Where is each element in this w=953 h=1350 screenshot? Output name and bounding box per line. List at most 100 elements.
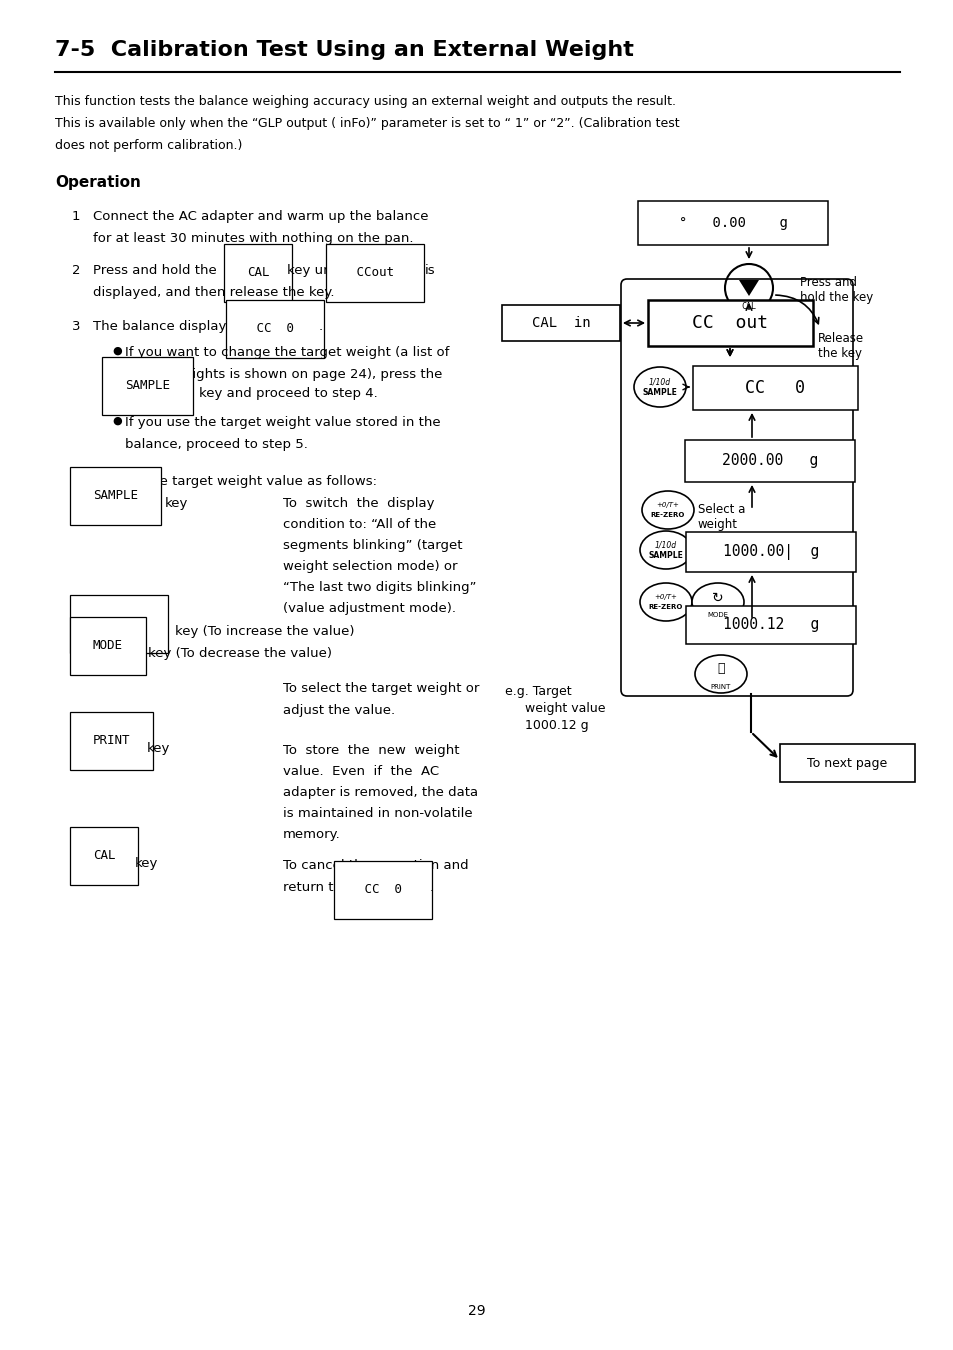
- Text: 1: 1: [71, 211, 80, 223]
- Text: CAL: CAL: [740, 302, 756, 311]
- Polygon shape: [739, 279, 759, 296]
- Text: If you want to change the target weight (a list of: If you want to change the target weight …: [125, 346, 449, 359]
- Text: Connect the AC adapter and warm up the balance: Connect the AC adapter and warm up the b…: [92, 211, 428, 223]
- Text: condition to: “All of the: condition to: “All of the: [283, 518, 436, 531]
- Ellipse shape: [695, 655, 746, 693]
- Text: CAL  in: CAL in: [531, 316, 590, 329]
- Text: key (To increase the value): key (To increase the value): [174, 625, 355, 639]
- Text: weight: weight: [698, 518, 738, 531]
- Text: weight selection mode) or: weight selection mode) or: [283, 560, 457, 572]
- Text: key (To decrease the value): key (To decrease the value): [148, 647, 332, 660]
- Text: usable weights is shown on page 24), press the: usable weights is shown on page 24), pre…: [125, 369, 442, 381]
- Text: RE-ZERO: RE-ZERO: [648, 605, 682, 610]
- Text: Press and hold the: Press and hold the: [92, 265, 216, 277]
- Text: PRINT: PRINT: [710, 684, 730, 690]
- Text: 1000.12   g: 1000.12 g: [722, 617, 819, 633]
- Text: 1000.12 g: 1000.12 g: [504, 720, 588, 732]
- Text: value.  Even  if  the  AC: value. Even if the AC: [283, 765, 438, 778]
- Ellipse shape: [639, 583, 691, 621]
- Ellipse shape: [639, 531, 691, 568]
- Ellipse shape: [634, 367, 685, 406]
- Text: weight value: weight value: [504, 702, 605, 716]
- Text: .: .: [430, 882, 434, 894]
- Text: If you use the target weight value stored in the: If you use the target weight value store…: [125, 416, 440, 429]
- Text: 7-5  Calibration Test Using an External Weight: 7-5 Calibration Test Using an External W…: [55, 40, 633, 59]
- Text: MODE: MODE: [92, 639, 123, 652]
- Text: The balance displays: The balance displays: [92, 320, 233, 333]
- Text: To cancel the operation and: To cancel the operation and: [283, 859, 468, 872]
- Text: MODE: MODE: [707, 612, 728, 618]
- FancyBboxPatch shape: [638, 201, 827, 244]
- FancyBboxPatch shape: [501, 305, 619, 342]
- Text: To next page: To next page: [806, 756, 886, 770]
- Text: return to: return to: [283, 882, 341, 894]
- Text: SAMPLE: SAMPLE: [648, 551, 682, 560]
- Text: hold the key: hold the key: [800, 292, 872, 304]
- Text: 1/10d: 1/10d: [648, 378, 670, 386]
- Ellipse shape: [691, 583, 743, 621]
- Circle shape: [724, 265, 772, 312]
- FancyBboxPatch shape: [647, 300, 812, 346]
- Text: CC  out: CC out: [691, 315, 767, 332]
- FancyBboxPatch shape: [780, 744, 914, 782]
- Text: PRINT: PRINT: [92, 734, 131, 747]
- FancyBboxPatch shape: [685, 532, 855, 572]
- Text: Select a: Select a: [698, 504, 744, 516]
- Text: does not perform calibration.): does not perform calibration.): [55, 139, 242, 153]
- Text: .: .: [318, 320, 323, 333]
- Text: is: is: [424, 265, 436, 277]
- Text: CCout: CCout: [349, 266, 401, 279]
- Text: RE-ZERO: RE-ZERO: [650, 512, 684, 518]
- Text: This is available only when the “GLP output ( inFo)” parameter is set to “ 1” or: This is available only when the “GLP out…: [55, 117, 679, 130]
- Text: CC   0: CC 0: [744, 379, 804, 397]
- Text: CAL: CAL: [92, 849, 115, 863]
- Text: To  switch  the  display: To switch the display: [283, 497, 434, 510]
- Text: °   0.00    g: ° 0.00 g: [678, 216, 786, 230]
- Text: +0/T+: +0/T+: [656, 502, 679, 508]
- Text: e.g. Target: e.g. Target: [504, 684, 571, 698]
- Text: Specify the target weight value as follows:: Specify the target weight value as follo…: [92, 475, 376, 487]
- Text: the key: the key: [817, 347, 862, 360]
- Text: Release: Release: [817, 332, 863, 346]
- Text: CC  0: CC 0: [249, 323, 301, 335]
- Text: RE-ZERO: RE-ZERO: [92, 617, 146, 630]
- Text: +0/T+: +0/T+: [654, 594, 677, 601]
- Text: ●: ●: [112, 346, 122, 356]
- FancyBboxPatch shape: [692, 366, 857, 410]
- Text: adjust the value.: adjust the value.: [283, 703, 395, 717]
- Text: key: key: [165, 497, 188, 510]
- FancyBboxPatch shape: [684, 440, 854, 482]
- Text: 3: 3: [71, 320, 80, 333]
- Text: SAMPLE: SAMPLE: [125, 379, 170, 391]
- Text: memory.: memory.: [283, 828, 340, 841]
- Text: displayed, and then release the key.: displayed, and then release the key.: [92, 286, 335, 298]
- Text: for at least 30 minutes with nothing on the pan.: for at least 30 minutes with nothing on …: [92, 232, 413, 244]
- Ellipse shape: [641, 491, 693, 529]
- Text: key until: key until: [287, 265, 344, 277]
- Text: ⎙: ⎙: [717, 663, 724, 675]
- Text: 2: 2: [71, 265, 80, 277]
- Text: 1000.00|  g: 1000.00| g: [722, 544, 819, 560]
- Text: balance, proceed to step 5.: balance, proceed to step 5.: [125, 437, 308, 451]
- Text: To select the target weight or: To select the target weight or: [283, 682, 478, 695]
- Text: This function tests the balance weighing accuracy using an external weight and o: This function tests the balance weighing…: [55, 95, 676, 108]
- Text: SAMPLE: SAMPLE: [92, 489, 138, 502]
- Text: adapter is removed, the data: adapter is removed, the data: [283, 786, 477, 799]
- Text: key and proceed to step 4.: key and proceed to step 4.: [199, 387, 377, 400]
- Text: 2000.00   g: 2000.00 g: [721, 454, 818, 468]
- Text: SAMPLE: SAMPLE: [642, 387, 677, 397]
- Text: ●: ●: [112, 416, 122, 427]
- Text: 29: 29: [468, 1304, 485, 1318]
- Text: (value adjustment mode).: (value adjustment mode).: [283, 602, 456, 616]
- Text: key: key: [135, 857, 158, 869]
- Text: 1/10d: 1/10d: [655, 541, 677, 549]
- Text: “The last two digits blinking”: “The last two digits blinking”: [283, 580, 476, 594]
- Text: CC  0: CC 0: [356, 883, 409, 896]
- Text: segments blinking” (target: segments blinking” (target: [283, 539, 462, 552]
- Text: ↻: ↻: [712, 591, 723, 605]
- Text: is maintained in non-volatile: is maintained in non-volatile: [283, 807, 472, 819]
- Text: key: key: [147, 743, 171, 755]
- Text: 4: 4: [71, 475, 80, 487]
- FancyBboxPatch shape: [685, 606, 855, 644]
- Text: CAL: CAL: [247, 266, 269, 279]
